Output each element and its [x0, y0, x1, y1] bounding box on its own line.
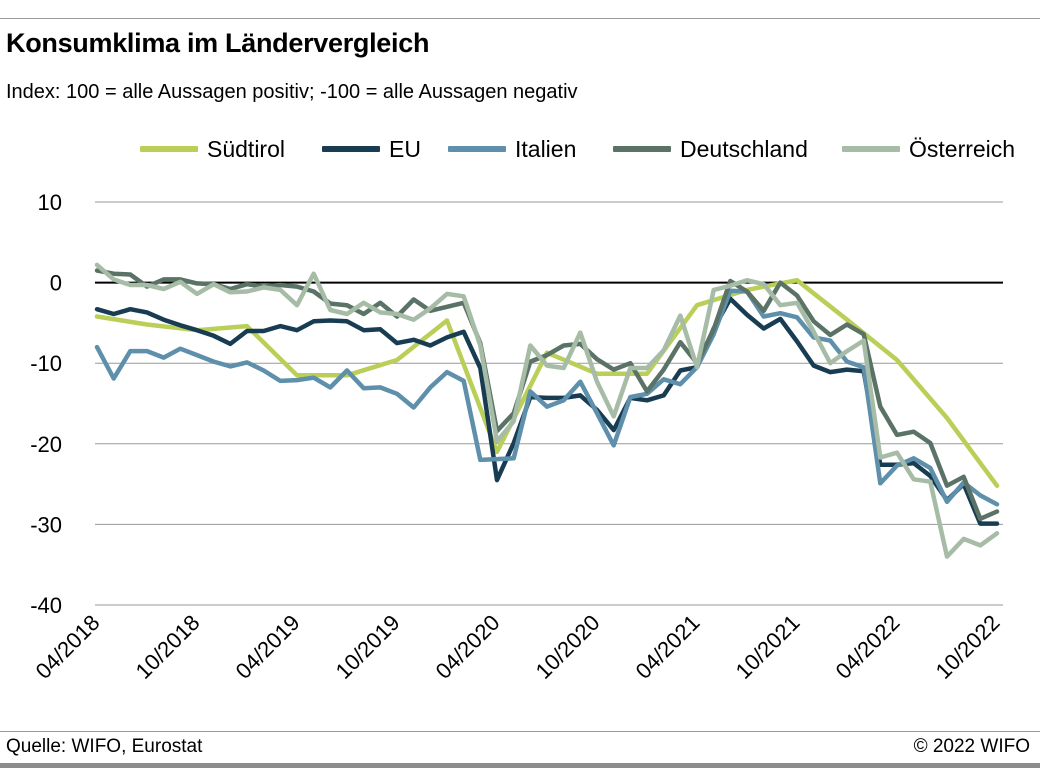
legend-item-italien: Italien [448, 131, 576, 167]
legend-swatch-suedtirol [140, 146, 198, 152]
legend-item-oesterreich: Österreich [842, 131, 1015, 167]
series-line-italien [94, 288, 1000, 507]
x-tick-label: 04/2020 [431, 610, 505, 684]
footer-bar [0, 763, 1040, 768]
x-axis-labels: 04/2018 10/2018 04/2019 10/2019 04/2020 10/20… [31, 610, 1005, 684]
x-tick-label: 10/2018 [131, 610, 205, 684]
x-tick-label: 10/2020 [531, 610, 605, 684]
line-chart: 10 0 -10 -20 -30 -40 04/2018 10/2018 04/2019 10/… [30, 190, 1005, 684]
source-note: Quelle: WIFO, Eurostat [6, 736, 203, 757]
series-line-deutschland [94, 268, 1000, 522]
legend-swatch-italien [448, 146, 506, 152]
y-tick-label: 0 [50, 271, 62, 296]
legend-label-suedtirol: Südtirol [207, 135, 285, 162]
x-tick-label: 04/2018 [31, 610, 105, 684]
legend: Südtirol EU Italien Deutschland Österrei… [0, 131, 1040, 167]
legend-item-eu: EU [322, 131, 421, 167]
legend-label-eu: EU [389, 135, 421, 162]
x-tick-label: 04/2019 [231, 610, 305, 684]
x-tick-label: 04/2021 [631, 610, 705, 684]
x-tick-label: 10/2022 [931, 610, 1005, 684]
y-tick-label: -10 [30, 351, 62, 376]
x-tick-label: 10/2019 [331, 610, 405, 684]
legend-item-deutschland: Deutschland [613, 131, 808, 167]
x-tick-label: 04/2022 [831, 610, 905, 684]
legend-label-deutschland: Deutschland [680, 135, 808, 162]
copyright-note: © 2022 WIFO [913, 736, 1030, 757]
series-line-oesterreich [94, 262, 1000, 559]
legend-label-italien: Italien [515, 135, 577, 162]
legend-swatch-eu [322, 146, 380, 152]
x-tick-label: 10/2021 [731, 610, 805, 684]
legend-label-oesterreich: Österreich [909, 135, 1016, 162]
bottom-rule [0, 731, 1040, 732]
y-tick-label: -30 [30, 512, 62, 537]
chart-subtitle: Index: 100 = alle Aussagen positiv; -100… [6, 81, 578, 103]
y-axis-labels: 10 0 -10 -20 -30 -40 [30, 190, 62, 618]
series-lines [94, 262, 1000, 559]
chart-title: Konsumklima im Ländervergleich [6, 28, 430, 58]
series-line-suedtirol [94, 277, 1000, 488]
legend-swatch-deutschland [613, 146, 671, 152]
top-rule [0, 18, 1040, 19]
y-tick-label: -20 [30, 432, 62, 457]
legend-swatch-oesterreich [842, 146, 900, 152]
series-line-eu [94, 296, 1000, 526]
y-tick-label: 10 [38, 190, 62, 215]
legend-item-suedtirol: Südtirol [140, 131, 285, 167]
y-tick-label: -40 [30, 593, 62, 618]
